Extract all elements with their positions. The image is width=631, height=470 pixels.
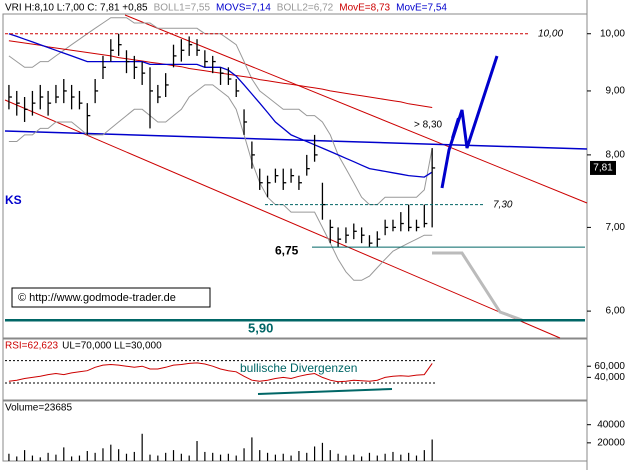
volume-bar: [172, 450, 175, 461]
volume-bar: [31, 455, 34, 461]
volume-bar: [157, 455, 159, 461]
panel-subtitle: UL=70,000 LL=30,000: [62, 341, 162, 352]
last-price-box: [590, 160, 616, 175]
volume-bar: [266, 452, 269, 461]
volume-bar: [94, 452, 96, 461]
volume-bar: [47, 452, 49, 461]
indicator-line: [8, 33, 433, 178]
y-tick-label: 60,000: [594, 361, 625, 372]
forecast-tick: [451, 117, 459, 139]
volume-bar: [321, 442, 324, 461]
y-tick-label: 40,000: [594, 372, 625, 383]
volume-bar: [329, 450, 331, 461]
y-tick-label: 20000: [597, 437, 625, 448]
legend-entry: MovE=7,54: [396, 3, 447, 14]
volume-bar: [290, 455, 292, 461]
support-line: [4, 130, 588, 150]
volume-bar: [376, 455, 378, 461]
volume-bar: [16, 456, 18, 461]
y-tick-label: 40000: [597, 419, 625, 430]
divergence-line: [257, 388, 393, 395]
volume-bar: [110, 444, 112, 461]
volume-bar: [235, 455, 237, 461]
legend-entry: BOLL1=7,55: [154, 3, 211, 14]
volume-bar: [180, 453, 182, 461]
trend-channel-upper: [124, 14, 588, 204]
volume-bar: [353, 454, 355, 461]
legend-entry: MOVS=7,14: [216, 3, 271, 14]
volume-bar: [313, 446, 316, 461]
volume-bar: [141, 433, 143, 461]
volume-bar: [431, 439, 433, 461]
forecast-up: [440, 55, 499, 189]
panel-title: RSI=62,623: [5, 341, 59, 352]
volume-bar: [259, 450, 261, 461]
volume-bar: [23, 450, 26, 461]
last-price-label: 7,81: [593, 163, 613, 174]
volume-bar: [227, 453, 229, 461]
volume-bar: [133, 451, 135, 461]
level-label: 6,75: [275, 243, 299, 257]
volume-bar: [118, 449, 120, 461]
volume-bar: [368, 452, 371, 461]
volume-bar: [39, 457, 41, 461]
legend-entry: BOLL2=6,72: [277, 3, 334, 14]
volume-bar: [78, 455, 81, 461]
legend-entry: VRI H:8,10 L:7,00 C: 7,81 +0,85: [5, 3, 148, 14]
volume-bar: [219, 454, 222, 461]
volume-bar: [204, 451, 206, 461]
volume-bar: [212, 452, 214, 461]
volume-bar: [298, 451, 300, 461]
volume-bar: [415, 455, 418, 461]
volume-bar: [384, 453, 386, 461]
volume-bar: [125, 453, 128, 461]
volume-bar: [274, 454, 277, 461]
volume-bar: [337, 453, 339, 461]
y-tick-label: 6,00: [606, 306, 626, 317]
volume-bar: [196, 441, 198, 461]
level-label: 5,90: [248, 321, 273, 336]
volume-bar: [8, 453, 10, 461]
y-tick-label: 7,00: [606, 222, 626, 233]
annotation: KS: [5, 193, 22, 207]
volume-bar: [149, 454, 151, 461]
volume-bar: [55, 454, 57, 461]
volume-bar: [361, 456, 363, 461]
level-label: 7,30: [493, 199, 513, 210]
copyright-box: [11, 287, 211, 308]
volume-bar: [188, 455, 190, 461]
y-tick-label: 9,00: [606, 86, 626, 97]
indicator-line: [8, 84, 433, 281]
annotation: © http://www.godmode-trader.de: [18, 292, 176, 304]
legend-entry: MovE=8,73: [339, 3, 390, 14]
level-label: 10,00: [538, 28, 563, 39]
volume-bar: [400, 454, 402, 461]
volume-bar: [423, 450, 425, 461]
volume-bar: [408, 452, 410, 461]
y-tick-label: 10,00: [600, 28, 625, 39]
rsi-line: [8, 362, 433, 383]
volume-bar: [282, 453, 284, 461]
y-tick-label: 8,00: [606, 150, 626, 161]
volume-bar: [306, 452, 308, 461]
volume-bar: [345, 455, 347, 461]
volume-bar: [86, 451, 88, 461]
volume-bar: [63, 447, 65, 461]
annotation: bullische Divergenzen: [240, 361, 357, 375]
annotation: > 8,30: [414, 120, 443, 131]
volume-bar: [251, 437, 253, 461]
trend-channel-lower: [4, 99, 561, 339]
volume-bar: [392, 451, 394, 461]
panel-title: Volume=23685: [5, 403, 72, 414]
volume-bar: [102, 448, 104, 461]
volume-bar: [71, 456, 73, 461]
volume-bar: [243, 448, 245, 461]
forecast-down: [432, 251, 523, 322]
volume-bar: [165, 452, 167, 461]
